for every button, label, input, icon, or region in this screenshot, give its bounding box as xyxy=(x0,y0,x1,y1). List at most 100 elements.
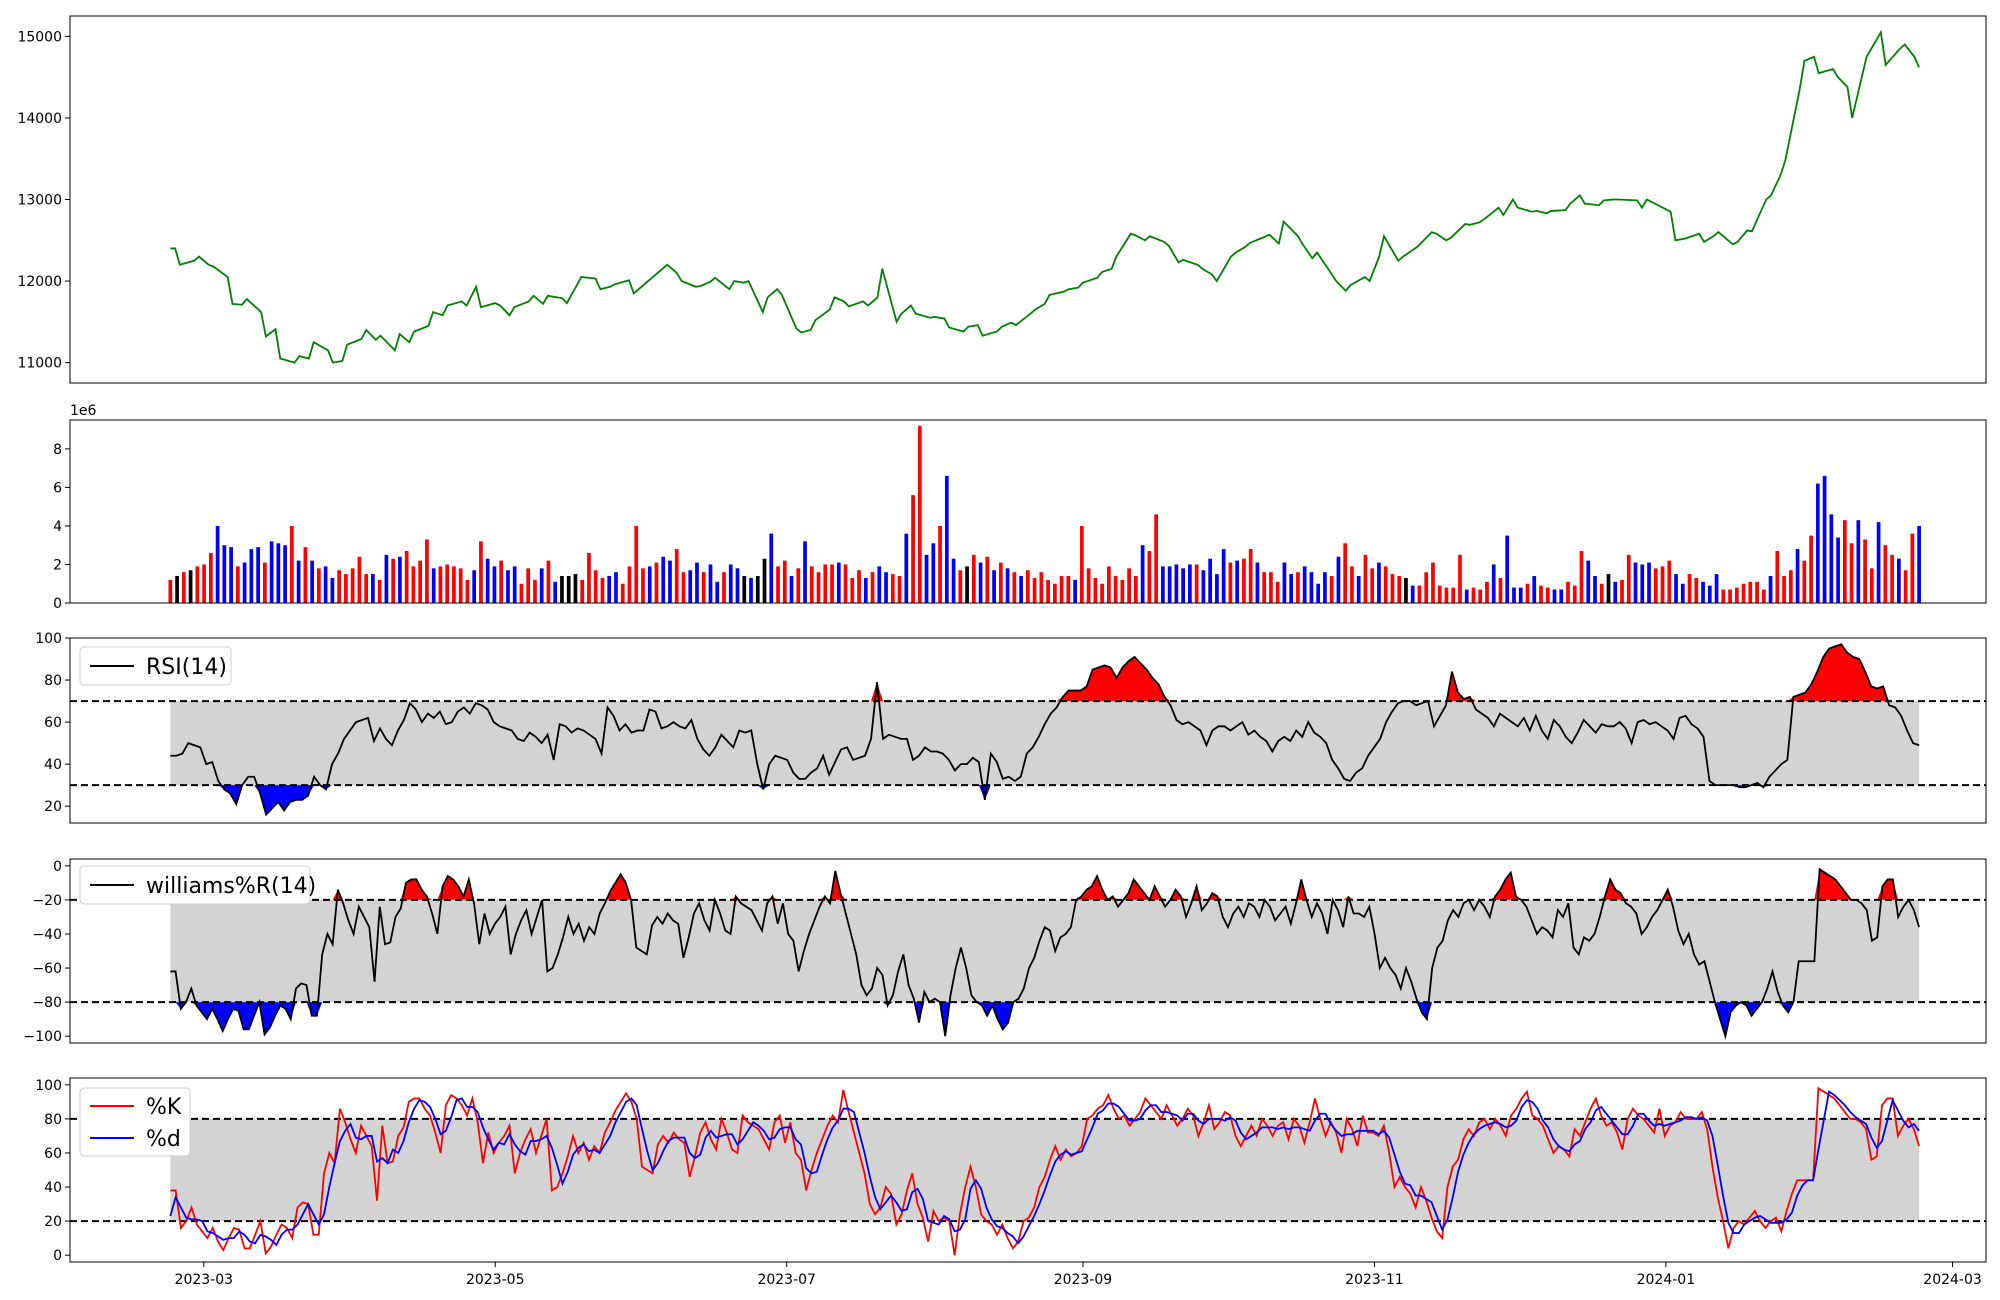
volume-bar xyxy=(431,568,436,603)
volume-bar xyxy=(1518,587,1523,603)
volume-bar xyxy=(1147,550,1152,603)
volume-bar xyxy=(1377,562,1381,603)
volume-bar xyxy=(890,574,895,603)
volume-bar xyxy=(708,564,713,603)
volume-ytick-label: 4 xyxy=(53,519,62,535)
volume-bar xyxy=(546,560,551,603)
volume-bar xyxy=(1586,560,1591,603)
volume-bar xyxy=(823,564,828,603)
rsi-frame xyxy=(69,637,1987,824)
volume-bar xyxy=(1552,589,1557,603)
volume-bar xyxy=(614,572,618,603)
volume-bar xyxy=(1424,572,1429,603)
volume-bar xyxy=(1208,558,1213,603)
volume-bar xyxy=(965,566,969,603)
volume-bar xyxy=(1113,576,1118,603)
volume-bar xyxy=(1640,564,1645,603)
volume-bar xyxy=(1242,558,1246,603)
volume-bar xyxy=(722,572,726,603)
volume-bar xyxy=(1323,572,1327,603)
volume-bar xyxy=(377,579,382,603)
volume-bar xyxy=(337,570,341,603)
williams-ytick-label: −20 xyxy=(32,893,62,909)
volume-bar xyxy=(519,583,524,603)
volume-bar xyxy=(526,568,531,603)
volume-bar xyxy=(350,568,355,603)
volume-bar xyxy=(620,583,625,603)
x-tick-label: 2023-03 xyxy=(175,1272,234,1288)
volume-bar xyxy=(1390,574,1395,603)
volume-bar xyxy=(877,566,882,603)
volume-bar xyxy=(776,566,780,603)
volume-bar xyxy=(1694,577,1699,603)
volume-bar xyxy=(607,576,612,603)
volume-bar xyxy=(1471,587,1476,603)
volume-bar xyxy=(897,576,902,603)
rsi-legend: RSI(14) xyxy=(79,646,232,686)
volume-bar xyxy=(1316,583,1321,603)
volume-bar xyxy=(755,576,760,603)
price-ytick-label: 14000 xyxy=(17,111,62,127)
volume-bar xyxy=(533,579,537,603)
volume-bar xyxy=(1903,570,1908,603)
volume-bar xyxy=(364,574,369,603)
volume-bar xyxy=(1788,570,1793,603)
volume-bar xyxy=(1282,562,1287,603)
volume-bar xyxy=(931,543,936,603)
volume-bar xyxy=(425,539,429,603)
volume-bar xyxy=(1809,535,1813,603)
volume-bar xyxy=(1782,576,1786,603)
volume-bar xyxy=(1572,585,1577,603)
volume-bar xyxy=(992,570,996,603)
x-tick-label: 2023-07 xyxy=(757,1272,816,1288)
volume-bar xyxy=(1680,583,1685,603)
volume-bar xyxy=(1491,564,1496,603)
volume-bar xyxy=(668,560,672,603)
volume-bar xyxy=(971,554,976,603)
volume-bar xyxy=(985,556,990,603)
volume-bar xyxy=(499,560,504,603)
volume-bar xyxy=(1005,568,1010,603)
volume-bar xyxy=(830,564,834,603)
volume-bar xyxy=(735,568,740,603)
volume-bar xyxy=(728,564,733,603)
volume-bar xyxy=(1458,554,1462,603)
volume-bar xyxy=(1667,560,1672,603)
volume-bar xyxy=(1100,583,1104,603)
volume-bar xyxy=(1505,535,1510,603)
volume-bar xyxy=(512,566,517,603)
volume-bar xyxy=(1080,525,1084,603)
volume-bar xyxy=(1674,574,1678,603)
x-tick-label: 2023-05 xyxy=(466,1272,525,1288)
volume-bar xyxy=(715,581,720,603)
volume-bar xyxy=(242,562,247,603)
volume-bar xyxy=(1410,585,1415,603)
rsi-ytick-label: 80 xyxy=(44,673,62,689)
volume-bar xyxy=(1917,525,1921,603)
x-tick-label: 2024-01 xyxy=(1637,1272,1696,1288)
volume-bar xyxy=(911,495,915,603)
volume-bar xyxy=(1559,589,1564,603)
volume-bar xyxy=(749,577,753,603)
volume-bar xyxy=(1066,576,1071,603)
volume-bar xyxy=(404,550,409,603)
rsi-legend-label: RSI(14) xyxy=(146,655,227,680)
volume-bar xyxy=(1829,514,1834,603)
volume-bar xyxy=(1883,545,1888,603)
volume-bar xyxy=(958,570,963,603)
volume-bar xyxy=(1539,585,1543,603)
volume-bar xyxy=(1302,566,1307,603)
volume-bar xyxy=(1343,543,1348,603)
volume-bar xyxy=(283,545,287,603)
volume-bar xyxy=(593,570,598,603)
volume-bar xyxy=(1248,549,1253,603)
stochastic-ytick-label: 60 xyxy=(44,1146,62,1162)
volume-bar xyxy=(904,533,909,603)
volume-bar xyxy=(641,568,645,603)
volume-bar xyxy=(1910,533,1915,603)
volume-bar xyxy=(924,554,929,603)
volume-bar xyxy=(1532,576,1537,603)
stochastic-panel: 0 20 40 60 80 100 2023-03 2023-05 2023-07 2023-09… xyxy=(35,1077,1987,1288)
volume-bar xyxy=(1194,564,1199,603)
